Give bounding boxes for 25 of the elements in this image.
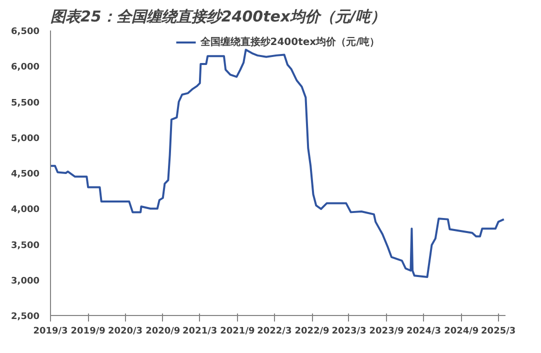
x-tick-label: 2021/9 [220, 326, 255, 336]
x-tick-label: 2020/9 [146, 326, 180, 336]
x-tick-label: 2023/9 [369, 326, 404, 336]
x-tick-label: 2024/9 [444, 326, 479, 336]
y-tick-label: 5,500 [11, 98, 40, 108]
line-series [50, 48, 505, 278]
y-tick-label: 3,500 [11, 240, 40, 251]
x-tick-label: 2020/3 [108, 326, 143, 336]
x-tick-label: 2019/9 [70, 326, 106, 336]
chart-title: 图表25：全国缠绕直接纱2400tex均价（元/吨） [50, 8, 386, 26]
x-tick-label: 2022/9 [294, 326, 330, 336]
x-tick-label: 2023/3 [332, 326, 366, 336]
y-tick-label: 4,500 [11, 170, 40, 180]
y-tick-label: 3,000 [11, 276, 40, 286]
x-tick-label: 2019/3 [33, 326, 68, 336]
y-tick-label: 2,500 [11, 312, 40, 322]
y-tick-label: 6,500 [11, 27, 40, 37]
x-tick-label: 2025/3 [481, 326, 516, 336]
y-tick-label: 5,000 [11, 134, 40, 144]
y-tick-label: 6,000 [11, 62, 40, 73]
x-tick-label: 2022/3 [257, 326, 292, 336]
y-tick-label: 4,000 [11, 205, 40, 216]
x-tick-label: 2021/3 [182, 326, 218, 336]
legend-label: 全国缠绕直接纱2400tex均价（元/吨） [200, 35, 380, 49]
x-tick-label: 2024/3 [406, 326, 442, 336]
